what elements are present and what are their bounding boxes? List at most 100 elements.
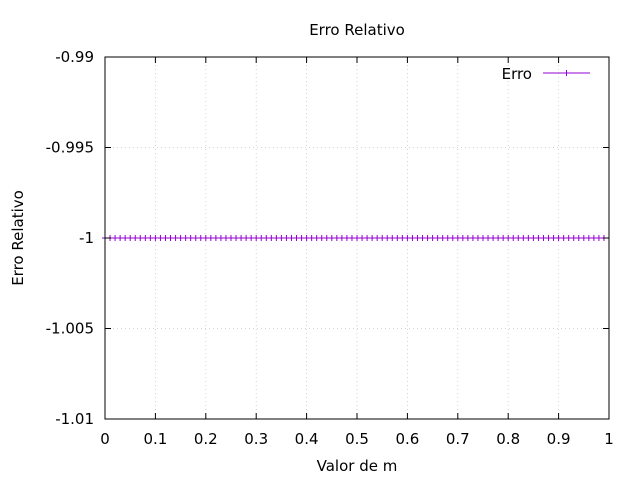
data-point <box>439 235 446 241</box>
data-point <box>288 235 295 241</box>
data-point <box>258 235 265 241</box>
data-point <box>318 235 325 241</box>
data-point <box>485 235 492 241</box>
data-point <box>449 235 456 241</box>
data-point <box>525 235 532 241</box>
data-point <box>464 235 471 241</box>
data-point <box>308 235 315 241</box>
data-point <box>414 235 421 241</box>
legend-swatch-marker <box>563 70 570 76</box>
data-point <box>530 235 537 241</box>
data-point <box>293 235 300 241</box>
data-point <box>354 235 360 241</box>
data-point <box>394 235 401 241</box>
data-point <box>404 235 411 241</box>
data-point <box>268 235 275 241</box>
chart-title: Erro Relativo <box>309 21 405 39</box>
data-point <box>127 235 134 241</box>
legend-label: Erro <box>502 65 532 83</box>
data-point <box>122 235 129 241</box>
x-tick-label: 0.4 <box>295 430 319 448</box>
y-tick-label: -1.01 <box>55 410 94 428</box>
data-point <box>520 235 527 241</box>
data-point <box>278 235 285 241</box>
data-point <box>545 235 552 241</box>
data-point <box>117 235 124 241</box>
data-point <box>454 235 461 241</box>
data-point <box>434 235 441 241</box>
data-point <box>560 235 567 241</box>
data-point <box>444 235 451 241</box>
data-point <box>328 235 335 241</box>
data-point <box>595 235 602 241</box>
data-point <box>565 235 572 241</box>
x-tick-label: 0 <box>100 430 110 448</box>
data-point <box>303 235 310 241</box>
data-point <box>419 235 426 241</box>
data-point <box>243 235 250 241</box>
data-point <box>283 235 290 241</box>
plot-area <box>102 235 607 241</box>
data-point <box>197 235 204 241</box>
data-point <box>480 235 486 241</box>
data-point <box>535 235 542 241</box>
data-point <box>364 235 371 241</box>
axis-ticks: 0 0.1 0.2 0.3 0.4 0.5 0.6 0.7 0.8 0.9 1 -0.99 -0.995… <box>46 48 614 448</box>
data-point <box>575 235 582 241</box>
data-point <box>202 235 209 241</box>
data-point <box>424 235 431 241</box>
data-point <box>409 235 416 241</box>
data-point <box>112 235 119 241</box>
data-point <box>550 235 557 241</box>
data-point <box>580 235 587 241</box>
x-tick-label: 0.7 <box>446 430 470 448</box>
data-point <box>137 235 144 241</box>
legend-marker-plus <box>563 70 570 76</box>
data-point <box>369 235 376 241</box>
data-point <box>474 235 481 241</box>
data-point <box>142 235 149 241</box>
data-point <box>555 235 562 241</box>
data-point <box>298 235 305 241</box>
data-point <box>540 235 547 241</box>
x-tick-label: 0.9 <box>547 430 571 448</box>
data-point <box>187 235 194 241</box>
data-point <box>343 235 350 241</box>
x-tick-label: 0.5 <box>345 430 369 448</box>
data-point <box>338 235 345 241</box>
x-tick-label: 1 <box>604 430 614 448</box>
data-point <box>389 235 396 241</box>
legend: Erro <box>502 65 590 83</box>
data-point <box>570 235 577 241</box>
data-point <box>585 235 592 241</box>
data-point <box>359 235 366 241</box>
y-axis-label: Erro Relativo <box>9 190 27 286</box>
data-point <box>379 235 386 241</box>
data-point <box>500 235 507 241</box>
data-point <box>263 235 270 241</box>
data-point <box>228 235 234 241</box>
y-tick-label: -0.99 <box>55 48 94 66</box>
data-point <box>212 235 219 241</box>
data-point <box>384 235 391 241</box>
data-point <box>323 235 330 241</box>
data-point <box>495 235 502 241</box>
y-tick-label: -0.995 <box>46 139 94 157</box>
data-point <box>273 235 280 241</box>
data-point <box>157 235 164 241</box>
data-point <box>132 235 139 241</box>
data-point <box>182 235 189 241</box>
data-point <box>333 235 340 241</box>
data-point <box>177 235 184 241</box>
data-point <box>172 235 179 241</box>
x-tick-label: 0.8 <box>496 430 520 448</box>
data-point <box>192 235 199 241</box>
y-tick-label: -1 <box>79 229 94 247</box>
data-point <box>313 235 320 241</box>
x-axis-label: Valor de m <box>317 457 398 475</box>
data-point <box>248 235 255 241</box>
data-point <box>167 235 174 241</box>
x-tick-label: 0.2 <box>194 430 218 448</box>
data-point <box>207 235 214 241</box>
